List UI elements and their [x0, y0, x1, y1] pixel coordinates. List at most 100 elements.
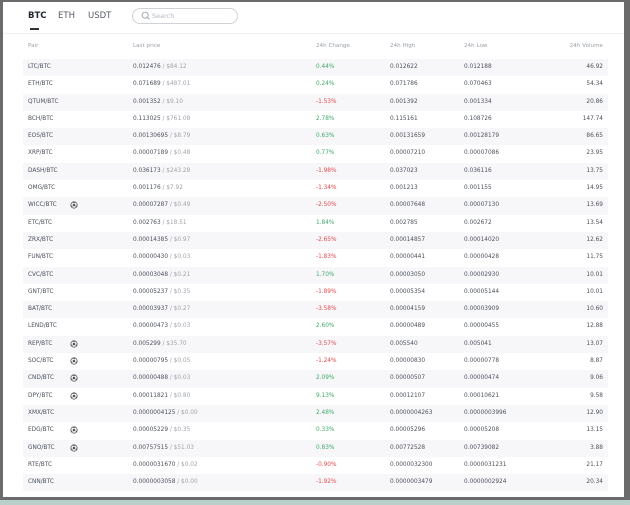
- price-usd: / $0.97: [168, 236, 191, 243]
- table-row[interactable]: OMG/BTC 0.001176 / $7.92 -1.34% 0.001213…: [23, 180, 608, 197]
- low-24h: 0.00014020: [464, 236, 500, 243]
- bottom-strip: [0, 500, 630, 505]
- last-price: 0.001176 / $7.92: [133, 185, 183, 191]
- badge-icon: [70, 340, 78, 348]
- price-btc: 0.00000795: [133, 358, 169, 365]
- table-row[interactable]: ZRX/BTC 0.00014385 / $0.97 -2.65% 0.0001…: [23, 231, 608, 250]
- volume-24h: 14.95: [586, 185, 603, 192]
- volume-24h: 86.65: [586, 133, 603, 140]
- volume-24h: 10.60: [586, 306, 603, 313]
- price-usd: / $487.01: [160, 81, 191, 88]
- low-24h: 0.00010621: [464, 392, 500, 399]
- search-box[interactable]: [132, 8, 238, 24]
- header-last-price[interactable]: Last price: [133, 43, 161, 49]
- price-usd: / $7.92: [160, 185, 183, 192]
- pair-name: DASH/BTC: [28, 167, 58, 174]
- pair-name: EOS/BTC: [28, 133, 54, 140]
- price-btc: 0.036173: [133, 167, 161, 174]
- table-row[interactable]: XRP/BTC 0.00007189 / $0.48 0.77% 0.00007…: [23, 145, 608, 162]
- high-24h: 0.001213: [390, 185, 418, 192]
- low-24h: 0.00000428: [464, 254, 500, 261]
- table-row[interactable]: RTE/BTC 0.0000031670 / $0.02 -0.90% 0.00…: [23, 457, 608, 474]
- tab-btc[interactable]: BTC: [28, 11, 47, 30]
- pair-name: CVC/BTC: [28, 271, 54, 278]
- price-btc: 0.00130695: [133, 133, 169, 140]
- price-btc: 0.001352: [133, 98, 161, 105]
- table-row[interactable]: XMX/BTC 0.0000004125 / $0.00 2.48% 0.000…: [23, 404, 608, 423]
- low-24h: 0.036116: [464, 167, 492, 174]
- table-row[interactable]: ETH/BTC 0.071689 / $487.01 0.24% 0.07178…: [23, 76, 608, 93]
- search-input[interactable]: [152, 10, 232, 22]
- table-row[interactable]: EOS/BTC 0.00130695 / $8.79 0.63% 0.00131…: [23, 128, 608, 146]
- last-price: 0.0000004125 / $0.00: [133, 410, 198, 416]
- high-24h: 0.00000441: [390, 254, 426, 261]
- volume-24h: 12.62: [586, 236, 603, 243]
- table-row[interactable]: EDG/BTC 0.00005229 / $0.35 0.33% 0.00005…: [23, 422, 608, 439]
- change-24h: 0.33%: [316, 427, 335, 434]
- table-row[interactable]: DASH/BTC 0.036173 / $243.28 -1.98% 0.037…: [23, 162, 608, 181]
- high-24h: 0.00004159: [390, 306, 426, 313]
- volume-24h: 11.75: [586, 254, 603, 261]
- header-24h-change[interactable]: 24h Change: [316, 43, 350, 49]
- pair-name: GNO/BTC: [28, 444, 55, 451]
- pair-name: ETC/BTC: [28, 219, 53, 226]
- change-24h: -1.98%: [316, 167, 337, 174]
- volume-24h: 54.34: [586, 81, 603, 88]
- table-row[interactable]: ETC/BTC 0.002763 / $18.51 1.84% 0.002785…: [23, 215, 608, 232]
- table-row[interactable]: DPY/BTC 0.00011821 / $0.80 9.13% 0.00012…: [23, 388, 608, 405]
- last-price: 0.00005237 / $0.35: [133, 289, 190, 295]
- table-row[interactable]: WICC/BTC 0.00007287 / $0.49 -2.50% 0.000…: [23, 197, 608, 215]
- tab-usdt[interactable]: USDT: [88, 11, 112, 21]
- price-btc: 0.00003937: [133, 306, 169, 313]
- change-24h: -1.92%: [316, 479, 337, 486]
- table-row[interactable]: GNT/BTC 0.00005237 / $0.35 -1.89% 0.0000…: [23, 284, 608, 301]
- price-usd: / $9.10: [160, 98, 183, 105]
- low-24h: 0.0000002924: [464, 479, 507, 486]
- table-row[interactable]: BAT/BTC 0.00003937 / $0.27 -3.58% 0.0000…: [23, 301, 608, 319]
- change-24h: -1.24%: [316, 358, 337, 365]
- header-24h-volume[interactable]: 24h Volume: [569, 43, 603, 49]
- price-btc: 0.002763: [133, 219, 161, 226]
- volume-24h: 147.74: [582, 115, 603, 122]
- table-row[interactable]: QTUM/BTC 0.001352 / $9.10 -1.53% 0.00139…: [23, 93, 608, 111]
- pair-name: BAT/BTC: [28, 306, 53, 313]
- table-row[interactable]: CND/BTC 0.00000488 / $0.03 2.09% 0.00000…: [23, 370, 608, 388]
- pair-name: CND/BTC: [28, 375, 55, 382]
- header-pair[interactable]: Pair: [28, 43, 39, 49]
- table-row[interactable]: FUN/BTC 0.00000430 / $0.03 -1.83% 0.0000…: [23, 249, 608, 266]
- tab-eth[interactable]: ETH: [58, 11, 75, 21]
- last-price: 0.012476 / $84.12: [133, 64, 187, 70]
- high-24h: 0.00014857: [390, 236, 426, 243]
- pair-name: REP/BTC: [28, 340, 53, 347]
- pair-name: OMG/BTC: [28, 185, 56, 192]
- high-24h: 0.005540: [390, 340, 418, 347]
- volume-24h: 13.54: [586, 219, 603, 226]
- table-row[interactable]: SOC/BTC 0.00000795 / $0.05 -1.24% 0.0000…: [23, 353, 608, 370]
- last-price: 0.036173 / $243.28: [133, 168, 190, 174]
- high-24h: 0.071786: [390, 81, 418, 88]
- high-24h: 0.002785: [390, 219, 418, 226]
- table-row[interactable]: CVC/BTC 0.00003048 / $0.21 1.70% 0.00003…: [23, 266, 608, 284]
- price-usd: / $18.51: [160, 219, 187, 226]
- high-24h: 0.00000489: [390, 323, 426, 330]
- table-row[interactable]: REP/BTC 0.005299 / $35.70 -3.57% 0.00554…: [23, 335, 608, 354]
- volume-24h: 3.88: [590, 444, 603, 451]
- table-row[interactable]: LTC/BTC 0.012476 / $84.12 0.44% 0.012622…: [23, 59, 608, 77]
- table-row[interactable]: CNN/BTC 0.0000003058 / $0.00 -1.92% 0.00…: [23, 474, 608, 492]
- price-usd: / $0.00: [175, 409, 198, 416]
- table-row[interactable]: LEND/BTC 0.00000473 / $0.03 2.60% 0.0000…: [23, 318, 608, 335]
- last-price: 0.002763 / $18.51: [133, 220, 187, 226]
- pair-name: DPY/BTC: [28, 392, 53, 399]
- change-24h: -1.89%: [316, 288, 337, 295]
- header-24h-high[interactable]: 24h High: [390, 43, 416, 49]
- table-row[interactable]: GNO/BTC 0.00757515 / $51.03 0.83% 0.0077…: [23, 439, 608, 457]
- change-24h: 2.48%: [316, 409, 335, 416]
- high-24h: 0.0000032300: [390, 461, 433, 468]
- table-row[interactable]: BCH/BTC 0.113025 / $761.08 2.78% 0.11516…: [23, 111, 608, 128]
- high-24h: 0.00005354: [390, 288, 426, 295]
- last-price: 0.071689 / $487.01: [133, 81, 190, 87]
- market-table-body: LTC/BTC 0.012476 / $84.12 0.44% 0.012622…: [23, 59, 608, 492]
- header-24h-low[interactable]: 24h Low: [464, 43, 488, 49]
- low-24h: 0.108726: [464, 115, 492, 122]
- change-24h: 2.09%: [316, 375, 335, 382]
